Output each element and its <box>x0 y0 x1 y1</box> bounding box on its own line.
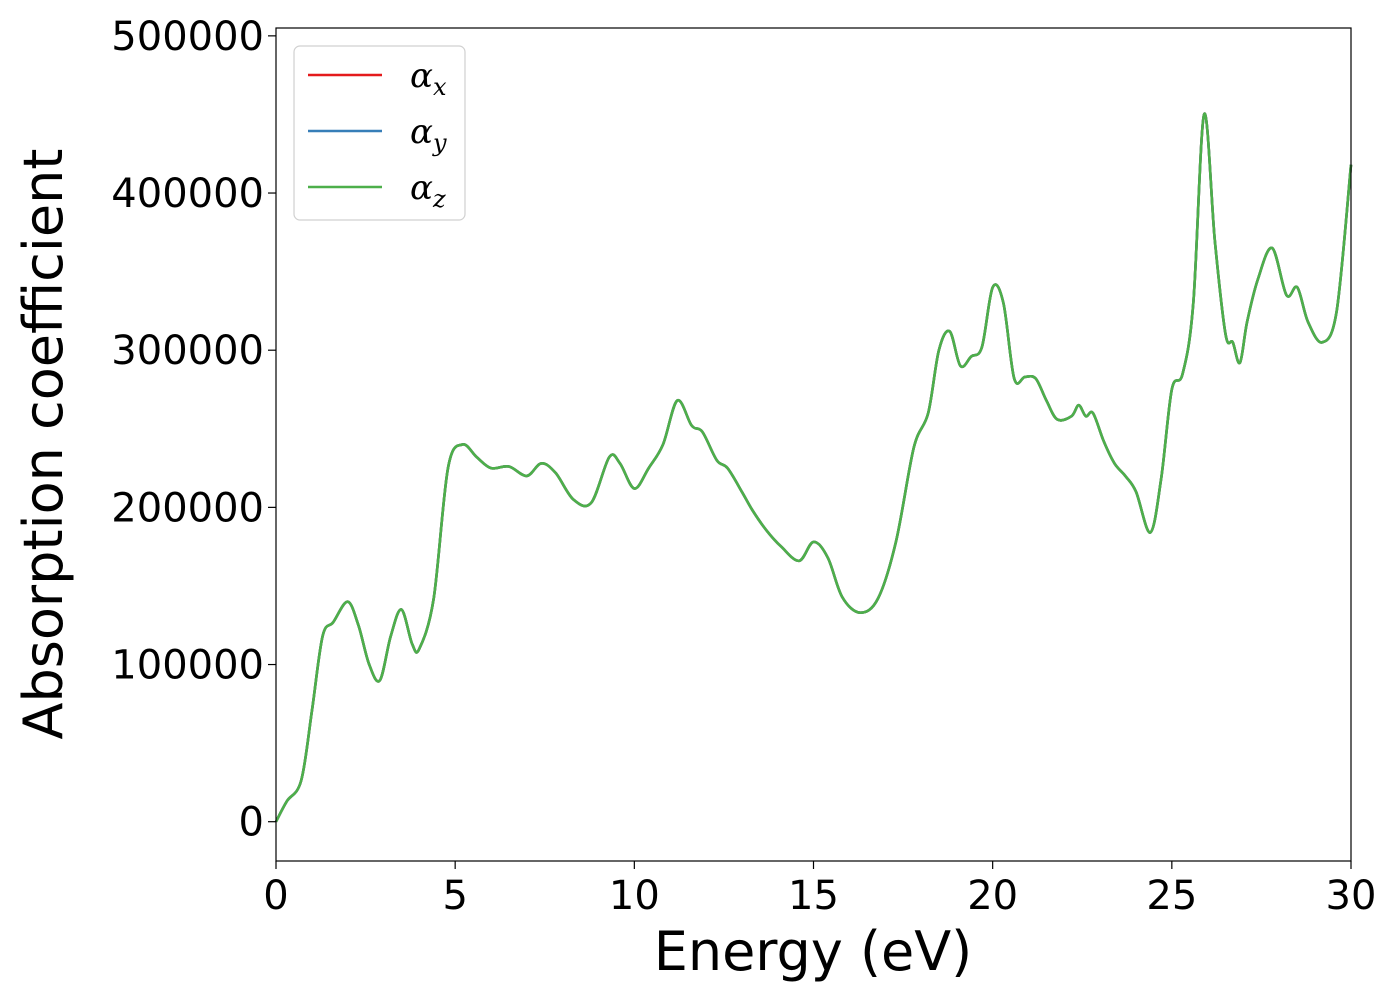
x-tick-label: 20 <box>967 873 1018 919</box>
y-tick-label: 300000 <box>111 328 264 374</box>
x-tick-label: 10 <box>609 873 660 919</box>
x-tick-label: 15 <box>788 873 839 919</box>
y-tick-label: 200000 <box>111 485 264 531</box>
series-line-z <box>274 112 1353 823</box>
y-tick-label: 400000 <box>111 171 264 217</box>
legend-box <box>293 45 466 221</box>
y-axis-ticks: 0 100000 200000 300000 400000 500000 <box>111 14 276 846</box>
legend-label-z: αz <box>410 168 446 213</box>
y-axis-title: Absorption coefficient <box>12 149 75 740</box>
legend-label-y: αy <box>410 112 447 157</box>
x-axis-ticks: 0 5 10 15 20 25 30 <box>263 861 1376 919</box>
y-tick-label: 100000 <box>111 643 264 689</box>
legend: αx αy αz <box>293 45 466 221</box>
x-tick-label: 25 <box>1146 873 1197 919</box>
x-axis-title: Energy (eV) <box>654 920 973 983</box>
x-tick-label: 5 <box>442 873 467 919</box>
plot-lines <box>274 112 1353 823</box>
y-tick-label: 0 <box>239 800 264 846</box>
x-tick-label: 30 <box>1326 873 1377 919</box>
legend-label-x: αx <box>410 56 447 101</box>
y-tick-label: 500000 <box>111 14 264 60</box>
x-tick-label: 0 <box>263 873 288 919</box>
